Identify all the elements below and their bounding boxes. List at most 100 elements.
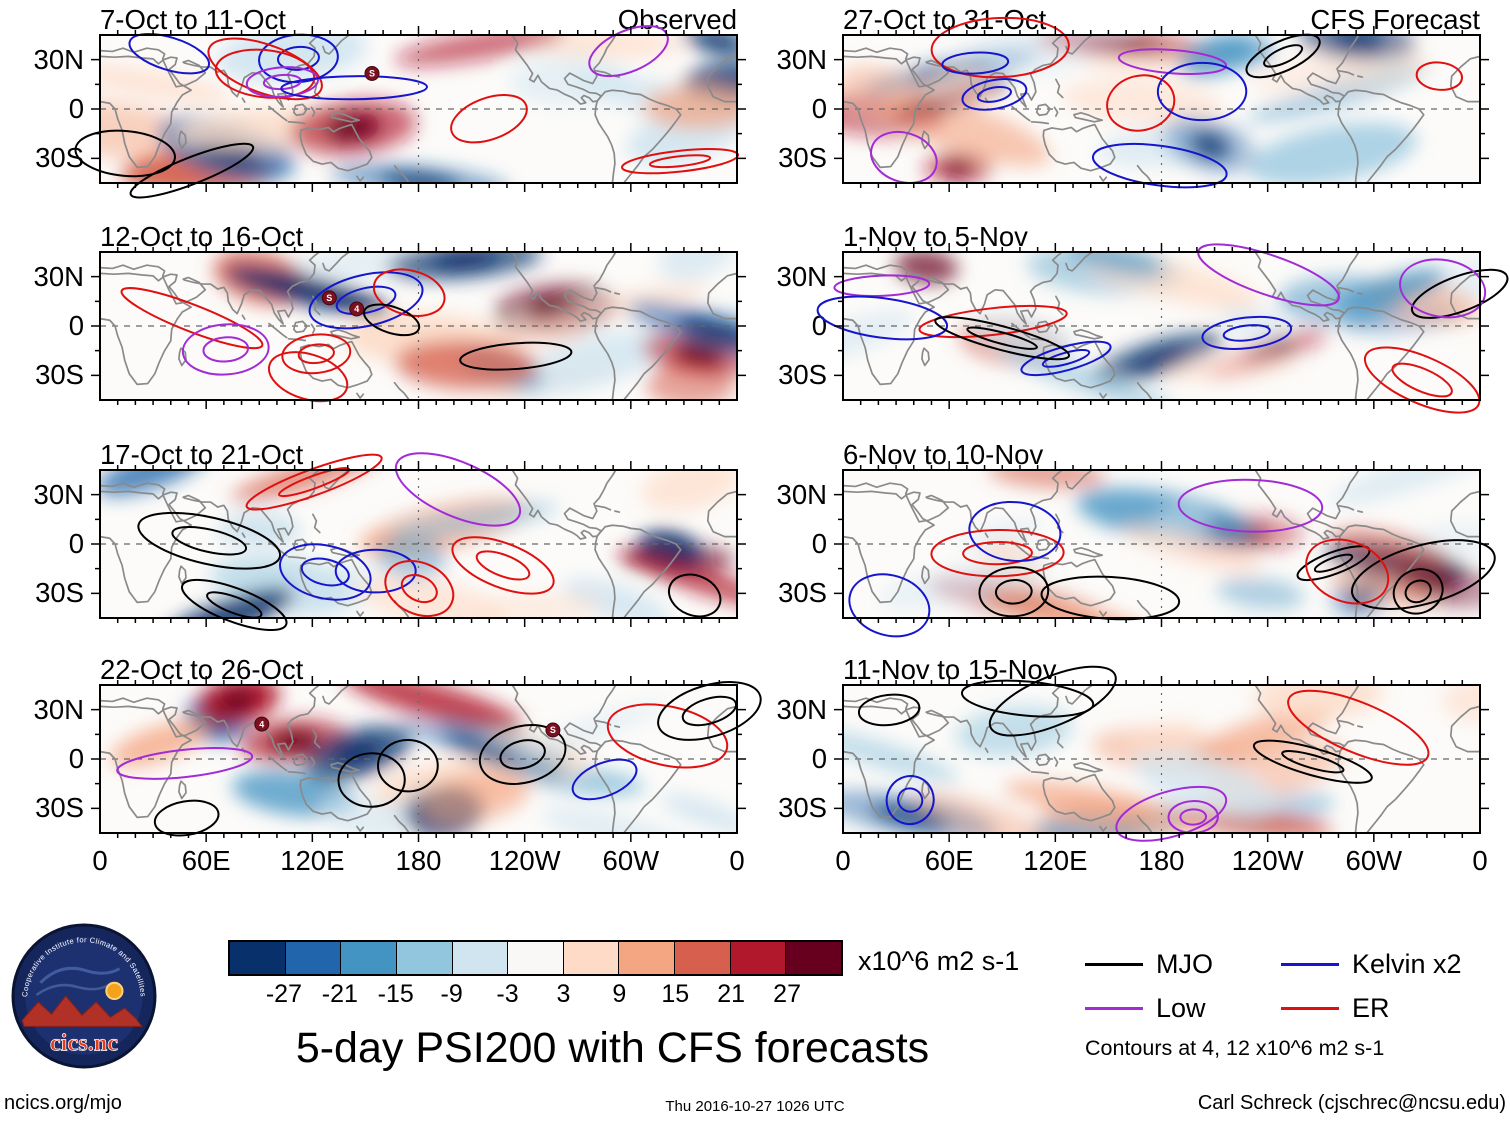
colorbar-tick-label: 27 (773, 980, 801, 1008)
gridlines (843, 35, 1480, 183)
y-tick-eq: 0 (68, 310, 84, 341)
gridlines (843, 470, 1480, 618)
legend-item-low: Low (1085, 992, 1206, 1024)
cyclone-marker: 4 (254, 716, 270, 732)
svg-text:4: 4 (354, 304, 359, 314)
map-border (842, 469, 1481, 619)
coastlines (843, 685, 1480, 833)
map-observed-3 (91, 452, 746, 632)
map-svg (834, 16, 1489, 192)
map-border (842, 684, 1481, 834)
colorbar-segment (786, 942, 842, 974)
legend-item-mjo: MJO (1085, 948, 1213, 980)
colorbar-tick-label: -15 (377, 980, 414, 1008)
kelvin-line-swatch (1281, 962, 1339, 966)
logo-wordmark: cics.nc (50, 1030, 118, 1057)
contour-layer (816, 243, 1509, 414)
y-tick-30s: 30S (35, 359, 84, 391)
logo-swirl (35, 981, 113, 997)
map-border (842, 251, 1481, 401)
y-axis-labels: 30N 0 30S (10, 470, 92, 618)
legend-item-kelvin: Kelvin x2 (1281, 948, 1462, 980)
panel-header: 22-Oct to 26-Oct (10, 653, 737, 685)
map-border (842, 34, 1481, 184)
x-axis-forecast: 0 60E 120E 180 120W 60W 0 (835, 845, 1487, 879)
axis-ticks (91, 26, 746, 192)
axis-ticks (91, 461, 746, 627)
x-tick: 0 (729, 845, 745, 876)
map-observed-1: S (74, 25, 746, 199)
x-tick: 0 (835, 845, 851, 876)
contour-layer (120, 268, 573, 403)
cics-logo: Cooperative Institute for Climate and Sa… (11, 923, 157, 1069)
panel-date-range: 27-Oct to 31-Oct (843, 4, 1047, 35)
author-credit: Carl Schreck (cjschrec@ncsu.edu) (1197, 1092, 1506, 1114)
colorbar-tick-label: -3 (496, 980, 519, 1008)
colorbar-segment (230, 942, 286, 974)
x-tick: 180 (1138, 845, 1185, 876)
coastlines (843, 252, 1480, 400)
y-axis-labels: 30N 0 30S (753, 470, 835, 618)
contour-layer (116, 681, 762, 837)
svg-text:S: S (326, 293, 332, 303)
anomaly-fill-layer (109, 685, 737, 833)
y-tick-30n: 30N (33, 43, 84, 75)
panel-forecast-3: 6-Nov to 10-Nov 30N 0 30S (753, 438, 1496, 638)
colorbar-segment (396, 942, 453, 974)
y-tick-30s: 30S (778, 359, 827, 391)
coastlines (100, 252, 737, 400)
map-border (99, 34, 738, 184)
figure-title: 5-day PSI200 with CFS forecasts (295, 1024, 930, 1072)
x-tick: 120E (280, 845, 345, 876)
generated-timestamp: Thu 2016-10-27 1026 UTC (665, 1098, 845, 1115)
logo-mountains-icon (21, 995, 143, 1027)
x-tick: 60E (924, 845, 974, 876)
map-svg: S4 (91, 243, 746, 409)
coastlines (843, 470, 1480, 618)
legend-label-mjo: MJO (1156, 948, 1213, 979)
map-svg (834, 461, 1496, 638)
coastlines (100, 685, 737, 833)
contour-layer (870, 16, 1464, 189)
map-svg (834, 665, 1489, 842)
colorbar-tick-row: -27 -21 -15 -9 -3 3 9 15 21 27 (228, 976, 843, 1008)
mjo-line-swatch (1085, 962, 1143, 966)
map-border (99, 684, 738, 834)
y-tick-30n: 30N (776, 478, 827, 510)
contour-levels-note: Contours at 4, 12 x10^6 m2 s-1 (1085, 1036, 1385, 1060)
x-tick: 60E (181, 845, 231, 876)
axis-ticks (834, 26, 1489, 192)
colorbar (228, 940, 843, 976)
y-tick-30n: 30N (33, 693, 84, 725)
colorbar-tick-label: -9 (440, 980, 463, 1008)
er-line-swatch (1281, 1006, 1339, 1010)
low-line-swatch (1085, 1006, 1143, 1010)
colorbar-block: -27 -21 -15 -9 -3 3 9 15 21 27 (228, 940, 843, 1008)
axis-ticks (834, 243, 1489, 409)
panel-date-range: 7-Oct to 11-Oct (100, 4, 286, 35)
y-tick-eq: 0 (68, 743, 84, 774)
contour-layer (848, 478, 1496, 638)
y-tick-eq: 0 (68, 93, 84, 124)
y-axis-labels: 30N 0 30S (10, 685, 92, 833)
panel-forecast-4: 11-Nov to 15-Nov 30N 0 30S (753, 653, 1489, 842)
y-tick-30s: 30S (35, 792, 84, 824)
colorbar-units: x10^6 m2 s-1 (858, 946, 1020, 976)
column-label-observed: Observed (617, 4, 737, 35)
map-forecast-4 (834, 665, 1489, 842)
legend-item-er: ER (1281, 992, 1390, 1024)
cyclone-marker: 4 (349, 301, 365, 317)
y-tick-30s: 30S (778, 142, 827, 174)
x-axis-observed: 0 60E 120E 180 120W 60W 0 (92, 845, 744, 879)
panel-date-range: 22-Oct to 26-Oct (100, 654, 304, 685)
cyclone-marker: S (364, 65, 380, 81)
colorbar-tick-label: 15 (661, 980, 690, 1008)
map-svg: 4S (91, 676, 762, 842)
gridlines (843, 252, 1480, 400)
y-tick-30n: 30N (776, 43, 827, 75)
panel-date-range: 6-Nov to 10-Nov (843, 439, 1044, 470)
